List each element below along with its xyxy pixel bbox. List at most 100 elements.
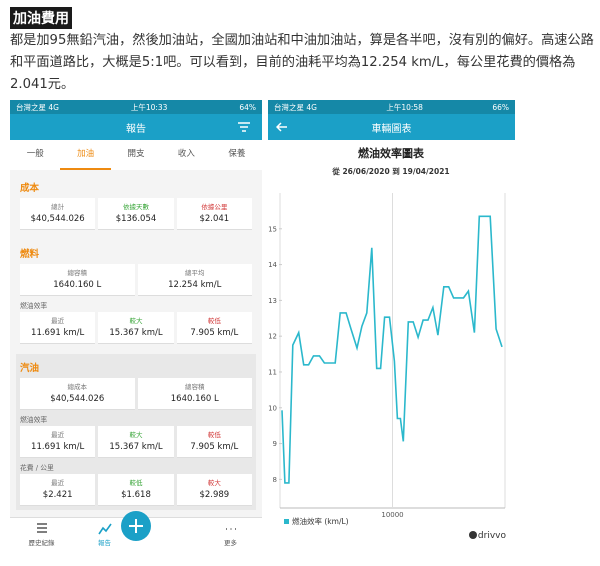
stat-label: 最近 bbox=[51, 431, 65, 439]
stat-label: 總計 bbox=[51, 203, 65, 211]
right-screen: 台灣之星 4G 上午10:58 66% 車輛圖表 燃油效率圖表 從 26/06/… bbox=[268, 100, 515, 550]
nav-item[interactable]: 更多 bbox=[199, 518, 262, 550]
stat-label: 總成本 bbox=[67, 383, 88, 391]
tab[interactable]: 收入 bbox=[177, 149, 195, 159]
stat: 較大 $2.989 bbox=[176, 474, 252, 506]
stat-label: 總容積 bbox=[67, 269, 88, 277]
stat-label: 較低 bbox=[207, 317, 221, 325]
stat-label: 較大 bbox=[207, 479, 221, 487]
section: 汽油 總成本 $40,544.026 總容積 1640.160 L 燃油效率 最近 11.69… bbox=[16, 354, 256, 510]
y-tick-label: 9 bbox=[273, 440, 277, 448]
nav-icon bbox=[225, 528, 236, 530]
paragraph: 都是加95無鉛汽油，然後加油站，全國加油站和中油加油站，算是各半吧，沒有別的偏好… bbox=[10, 33, 594, 92]
stat-value: $136.054 bbox=[115, 214, 157, 224]
screen-title: 報告 bbox=[126, 123, 146, 135]
y-tick-label: 12 bbox=[268, 333, 277, 341]
stat-value: 11.691 km/L bbox=[31, 328, 85, 338]
stat-value: 1640.160 L bbox=[53, 280, 102, 290]
stat-value: 11.691 km/L bbox=[31, 442, 85, 452]
nav-item[interactable]: 報告 bbox=[73, 518, 136, 550]
carrier: 台灣之星 4G bbox=[274, 102, 317, 112]
y-tick-label: 15 bbox=[268, 225, 277, 233]
block-heading: 花費 / 公里 bbox=[20, 464, 54, 472]
app-bar: 車輛圖表 bbox=[268, 114, 515, 140]
stat-label: 較低 bbox=[129, 479, 143, 487]
stat-row: 最近 11.691 km/L 較大 15.367 km/L 較低 7.905 km/L bbox=[20, 312, 252, 344]
tab[interactable]: 開支 bbox=[127, 149, 145, 159]
stat: 總計 $40,544.026 bbox=[20, 198, 96, 230]
stat: 較低 $1.618 bbox=[98, 474, 174, 506]
stat-value: $1.618 bbox=[121, 490, 151, 500]
battery: 64% bbox=[239, 102, 256, 112]
stat: 最近 11.691 km/L bbox=[20, 426, 96, 458]
app-bar: 報告 bbox=[10, 114, 262, 140]
y-tick-label: 13 bbox=[268, 297, 277, 305]
stat-value: $40,544.026 bbox=[30, 214, 85, 224]
time: 上午10:58 bbox=[386, 102, 423, 112]
left-screen: 台灣之星 4G 上午10:33 64% 報告 一般 加油 開支 收入 保養 成本總計 $4… bbox=[10, 100, 262, 550]
stat-label: 較大 bbox=[129, 317, 143, 325]
section-title: 燃料 bbox=[20, 249, 40, 260]
battery: 66% bbox=[492, 102, 509, 112]
stat-value: $2.421 bbox=[42, 490, 73, 500]
status-bar: 台灣之星 4G 上午10:58 66% bbox=[268, 100, 515, 114]
stat-label: 最近 bbox=[51, 479, 65, 487]
stat: 總平均 12.254 km/L bbox=[137, 264, 252, 296]
back-icon[interactable] bbox=[276, 122, 288, 132]
nav-item[interactable]: 歷史紀錄 bbox=[10, 518, 73, 550]
block-heading: 燃油效率 bbox=[20, 416, 48, 424]
stat-label: 最近 bbox=[51, 317, 65, 325]
y-tick-label: 10 bbox=[268, 404, 277, 412]
stat-label: 依據天數 bbox=[122, 203, 149, 211]
screen-title: 車輛圖表 bbox=[371, 123, 412, 135]
stat-value: 15.367 km/L bbox=[109, 328, 163, 338]
stat-value: 7.905 km/L bbox=[190, 442, 239, 452]
y-tick-label: 8 bbox=[273, 476, 277, 484]
stat: 總容積 1640.160 L bbox=[137, 378, 252, 410]
stat-value: $2.989 bbox=[199, 490, 230, 500]
tab[interactable]: 保養 bbox=[228, 149, 246, 159]
y-tick-label: 11 bbox=[268, 368, 277, 376]
block-heading: 燃油效率 bbox=[20, 302, 48, 310]
sections: 成本 總計 $40,544.026 依據天數 $136.054 依據公里 $2.041 燃料總… bbox=[10, 174, 262, 510]
time: 上午10:33 bbox=[130, 102, 168, 112]
tabs: 一般 加油 開支 收入 保養 bbox=[10, 140, 262, 170]
brand: drivvo bbox=[478, 531, 507, 541]
stat-value: 15.367 km/L bbox=[109, 442, 163, 452]
tab[interactable]: 一般 bbox=[26, 149, 44, 159]
stat-label: 依據公里 bbox=[201, 203, 228, 211]
stat-label: 總容積 bbox=[185, 383, 205, 391]
section: 成本總計 $40,544.026 依據天數 $136.054 依據公里 $2.041 bbox=[16, 174, 256, 234]
stat-value: $40,544.026 bbox=[50, 394, 105, 404]
chart-title: 燃油效率圖表 bbox=[357, 146, 425, 160]
x-tick-label: 10000 bbox=[381, 511, 403, 519]
legend-swatch bbox=[284, 519, 289, 524]
section-title: 成本 bbox=[20, 183, 40, 194]
chart-subtitle: 從 26/06/2020 到 19/04/2021 bbox=[331, 166, 449, 176]
chart: 燃油效率圖表 從 26/06/2020 到 19/04/2021 drivvo … bbox=[268, 146, 507, 541]
stat: 較大 15.367 km/L bbox=[98, 426, 174, 458]
stat-value: 1640.160 L bbox=[170, 394, 219, 404]
nav-icon bbox=[97, 523, 112, 535]
nav-icon bbox=[36, 523, 47, 533]
stat-row: 總計 $40,544.026 依據天數 $136.054 依據公里 $2.041 bbox=[20, 198, 252, 230]
stat: 總容積 1640.160 L bbox=[20, 264, 135, 296]
stat: 最近 $2.421 bbox=[20, 474, 96, 506]
filter-icon[interactable] bbox=[238, 122, 250, 132]
stat-label: 較大 bbox=[129, 431, 143, 439]
stat-value: $2.041 bbox=[199, 214, 230, 224]
stat-row: 最近 $2.421 較低 $1.618 較大 $2.989 bbox=[20, 474, 252, 506]
tab[interactable]: 加油 bbox=[60, 140, 111, 170]
stat: 最近 11.691 km/L bbox=[20, 312, 96, 344]
legend-label: 燃油效率 (km/L) bbox=[292, 516, 349, 526]
stat: 依據天數 $136.054 bbox=[98, 198, 174, 230]
stat: 較低 7.905 km/L bbox=[176, 426, 252, 458]
y-tick-label: 14 bbox=[268, 261, 277, 269]
status-bar: 台灣之星 4G 上午10:33 64% bbox=[10, 100, 262, 114]
stat-value: 7.905 km/L bbox=[190, 328, 239, 338]
brand-logo bbox=[469, 531, 477, 539]
section-title: 汽油 bbox=[20, 363, 40, 374]
stat-row: 總容積 1640.160 L 總平均 12.254 km/L bbox=[20, 264, 252, 296]
add-button[interactable] bbox=[120, 510, 152, 542]
